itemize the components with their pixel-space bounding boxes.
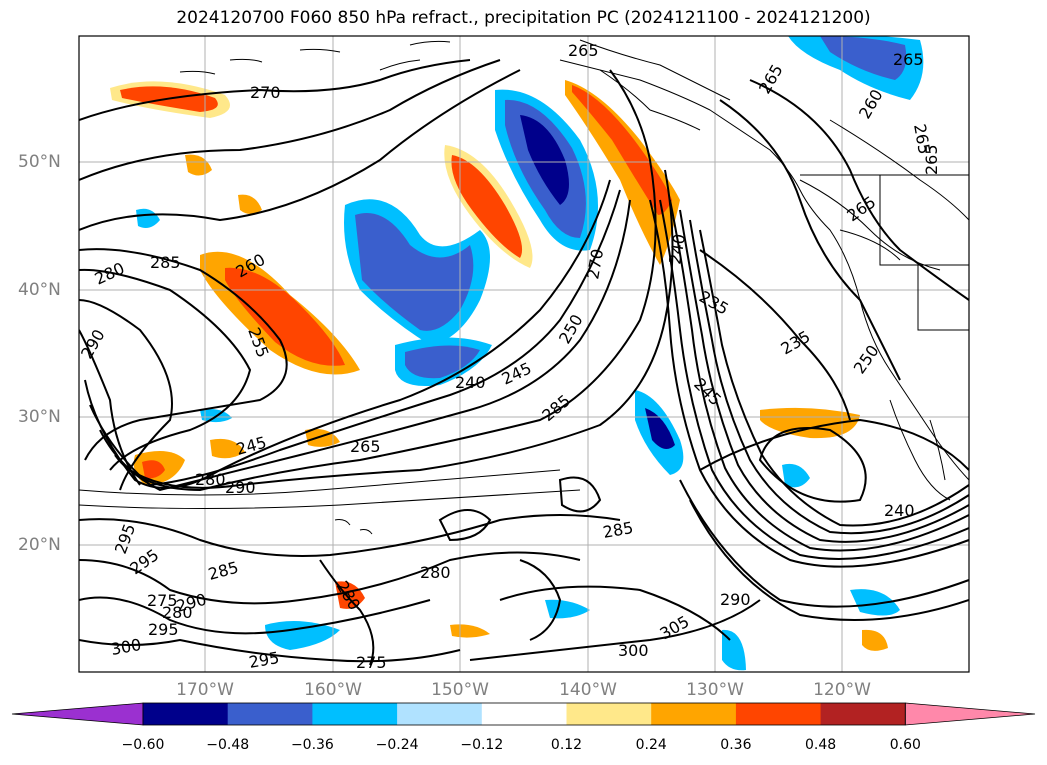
lon-label-150w: 150°W [431,680,489,700]
precip-positive-patch [210,438,245,459]
colorbar-segment [481,703,567,725]
contour-label: 290 [225,478,256,497]
contour-label: 265 [893,50,924,69]
contour-label: 240 [884,501,915,520]
precip-positive-patch [185,154,212,176]
contour-label: 235 [778,327,814,359]
contour-label: 275 [356,653,387,672]
colorbar-tick-label: −0.60 [121,737,165,753]
colorbar-segment [227,703,313,725]
lat-label-50n: 50°N [18,152,61,172]
colorbar-tick-label: −0.36 [290,737,334,753]
precip-positive-patch [572,85,672,215]
contour-label: 240 [665,232,689,265]
lat-label-20n: 20°N [18,535,61,555]
map-title: 2024120700 F060 850 hPa refract., precip… [176,8,871,28]
lon-label-160w: 160°W [304,680,362,700]
lat-label-40n: 40°N [18,280,61,300]
precip-positive-patch [335,581,365,609]
colorbar-segment [312,703,398,725]
contour-label: 295 [148,620,179,639]
colorbar-segment [566,703,652,725]
contour-label: 265 [843,192,879,225]
contour-label: 285 [150,253,181,272]
precip-positive-patch [565,80,680,265]
precip-negative-patch [545,599,590,619]
precip-positive-patch [451,155,523,258]
colorbar-tick-label: 0.60 [889,737,921,753]
lat-label-30n: 30°N [18,407,61,427]
colorbar-tick-label: 0.12 [550,737,583,753]
lon-label-170w: 170°W [176,680,234,700]
precip-negative-patch [265,621,340,650]
colorbar-frame [142,702,906,726]
contour-label: 290 [720,590,751,609]
refractivity-contours [79,59,969,666]
precip-positive-patch [450,624,490,638]
contour-label: 265 [755,61,787,97]
contour-label: 265 [922,144,941,175]
contour-label: 240 [455,373,486,392]
colorbar-extend-high [904,702,1036,726]
precip-fill-layer [110,36,924,671]
contour-label: 295 [126,545,162,578]
colorbar-extend-low [11,702,144,726]
contour-label: 280 [92,258,128,288]
contour-label: 235 [696,287,732,319]
precip-negative-patch [782,463,810,488]
contour-label: 290 [77,326,109,362]
precip-negative-patch [850,589,900,616]
contour-label: 275 [147,591,178,610]
contour-label: 245 [234,433,268,459]
refractivity-thin-contours [79,119,969,509]
colorbar-segment [820,703,906,725]
colorbar-segment [397,703,483,725]
contour-label: 265 [568,41,599,60]
contour-label: 280 [420,563,451,582]
contour-label: 300 [618,641,649,660]
colorbar-tick-label: 0.24 [635,737,667,753]
precip-negative-patch [136,208,160,228]
precip-negative-patch [722,629,746,671]
precip-positive-patch [760,407,860,439]
precip-positive-patch [862,629,888,651]
colorbar-tick-label: −0.12 [460,737,504,753]
coastlines [179,39,969,535]
contour-label: 280 [195,470,226,489]
lon-label-120w: 120°W [813,680,871,700]
colorbar-tick-label: −0.48 [206,737,250,753]
lon-label-130w: 130°W [686,680,744,700]
colorbar-segment [735,703,822,725]
precip-negative-patch [405,345,480,379]
contour-label: 270 [583,247,607,280]
colorbar-tick-label: 0.48 [805,737,837,753]
contour-label: 295 [247,648,280,672]
contour-label: 280 [162,603,193,622]
colorbar-tick-label: 0.36 [720,737,752,753]
contour-label: 270 [250,83,281,102]
contour-label: 285 [538,391,574,425]
colorbar-tick-label: −0.24 [375,737,419,753]
borders [800,174,969,331]
colorbar [11,702,1036,726]
colorbar-segment [143,703,229,725]
precip-negative-patch [520,115,569,205]
contour-label: 265 [350,437,381,456]
colorbar-segment [651,703,737,725]
precip-positive-patch [225,267,345,366]
map-frame [78,35,970,673]
precip-negative-patch [645,408,675,449]
contour-label: 285 [601,518,634,542]
precip-positive-patch [142,460,165,479]
contour-label: 295 [111,521,139,556]
precip-positive-patch [238,194,262,214]
contour-label: 285 [206,558,240,584]
contour-label: 300 [109,635,142,659]
lon-label-140w: 140°W [559,680,617,700]
contour-label: 250 [850,341,883,377]
precip-negative-patch [355,213,474,331]
contour-label: 260 [855,86,887,122]
contour-label: 250 [555,311,587,347]
